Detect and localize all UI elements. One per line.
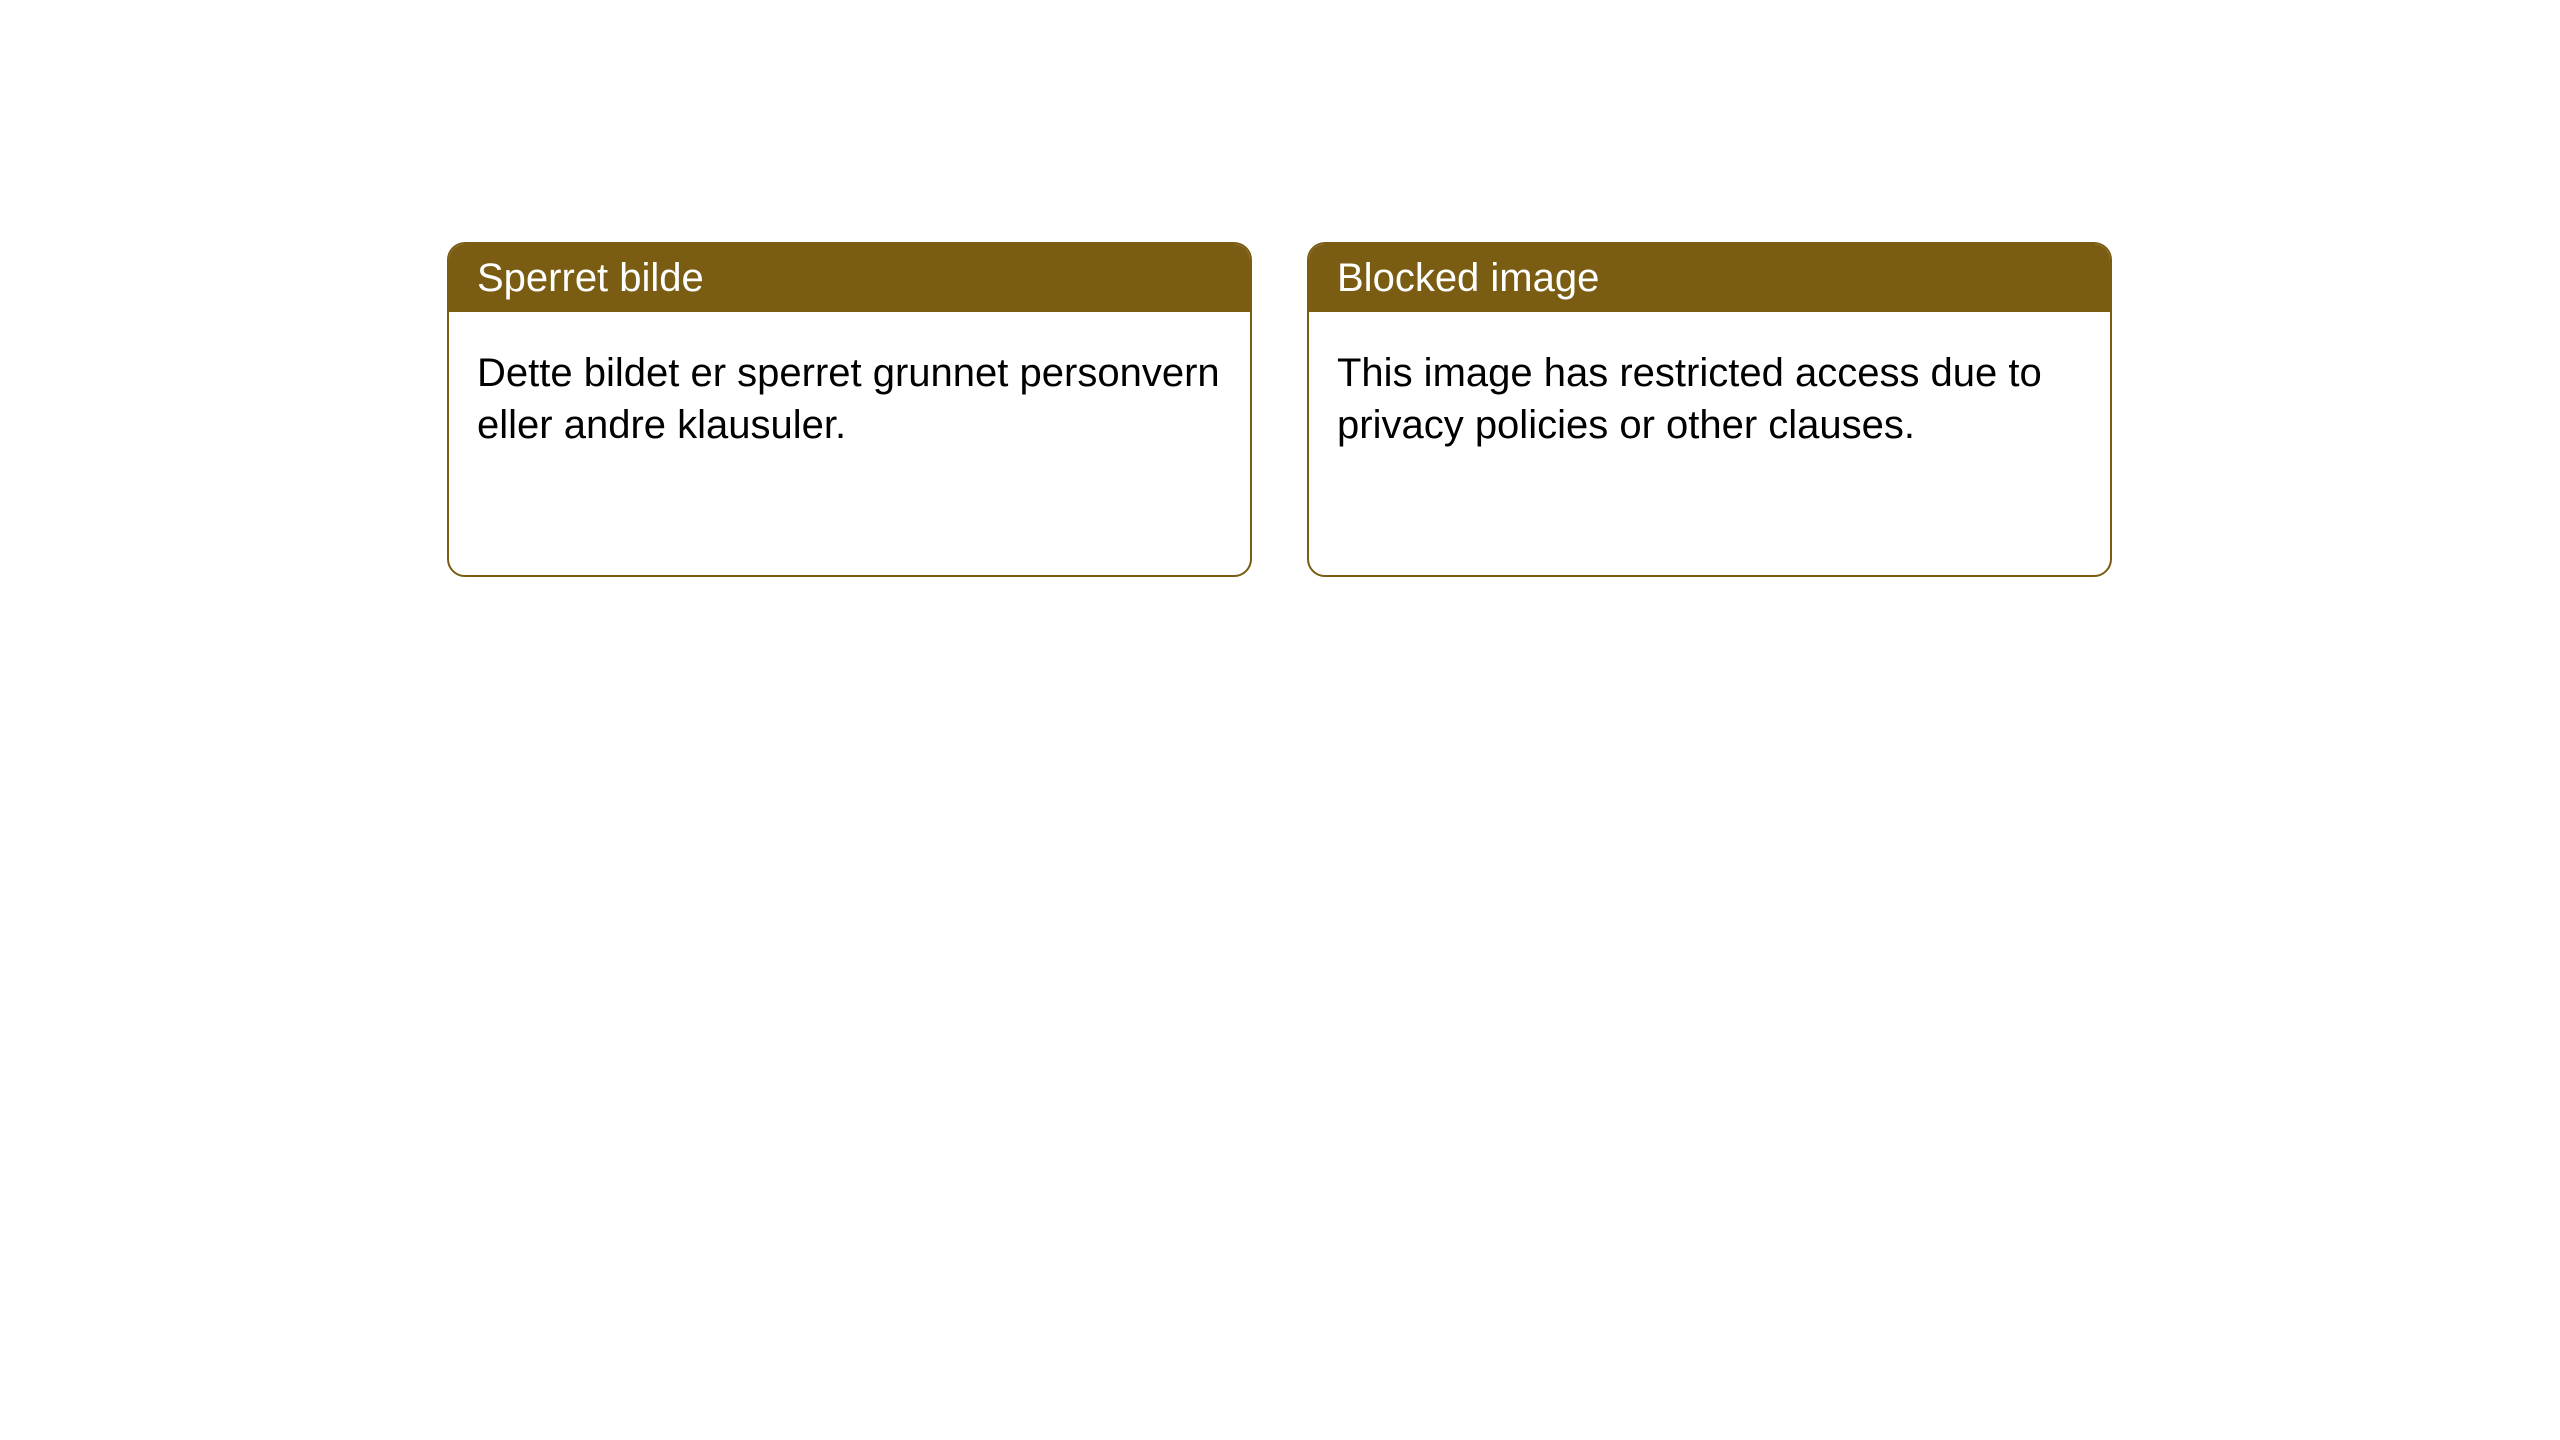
card-body-text-en: This image has restricted access due to … (1337, 351, 2042, 447)
card-title-no: Sperret bilde (477, 256, 704, 300)
blocked-image-card-no: Sperret bilde Dette bildet er sperret gr… (447, 242, 1252, 577)
card-body-en: This image has restricted access due to … (1309, 312, 2110, 486)
card-title-en: Blocked image (1337, 256, 1599, 300)
card-body-no: Dette bildet er sperret grunnet personve… (449, 312, 1250, 486)
card-header-no: Sperret bilde (449, 244, 1250, 312)
notice-cards-container: Sperret bilde Dette bildet er sperret gr… (447, 242, 2112, 577)
blocked-image-card-en: Blocked image This image has restricted … (1307, 242, 2112, 577)
card-body-text-no: Dette bildet er sperret grunnet personve… (477, 351, 1220, 447)
card-header-en: Blocked image (1309, 244, 2110, 312)
